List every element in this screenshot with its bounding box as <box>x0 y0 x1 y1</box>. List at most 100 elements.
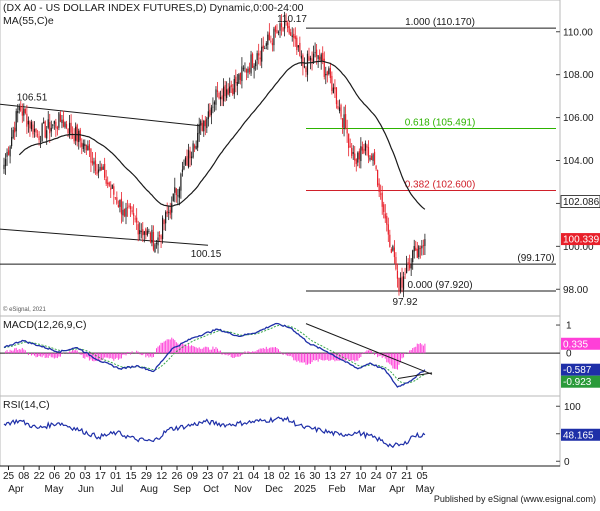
price-bar-body <box>97 169 100 173</box>
price-bar-body <box>58 112 60 128</box>
price-bar-body <box>285 20 287 22</box>
price-bar-body <box>369 157 371 160</box>
price-bar-body <box>67 128 69 134</box>
price-bar-body <box>404 273 406 275</box>
price-bar-body <box>85 144 87 151</box>
price-bar-body <box>259 57 261 60</box>
price-bar-body <box>27 120 29 125</box>
price-bar-body <box>319 56 321 60</box>
price-bar-body <box>340 105 342 117</box>
price-bar-body <box>218 92 220 99</box>
price-bar-body <box>140 231 142 232</box>
price-bar-body <box>136 217 138 223</box>
price-bar-body <box>280 23 283 28</box>
price-bar-body <box>99 166 101 171</box>
price-bar-body <box>258 53 260 56</box>
price-bar-body <box>76 124 78 142</box>
price-bar-body <box>226 89 228 98</box>
rsi-axis-label: 100 <box>564 402 581 413</box>
price-bar-body <box>245 68 248 73</box>
price-bar-body <box>93 161 95 165</box>
fib-level-label: 0.382 (102.600) <box>405 180 476 191</box>
price-bar-body <box>116 197 118 204</box>
fib-level-label: 0.618 (105.491) <box>405 118 476 129</box>
price-bar-body <box>155 243 158 244</box>
price-bar-body <box>197 132 199 148</box>
price-bar-body <box>305 67 307 73</box>
price-bar-body <box>210 107 212 116</box>
price-bar-body <box>70 122 72 133</box>
price-bar-body <box>267 34 269 45</box>
x-axis-day-label: 25 <box>3 471 15 482</box>
price-bar-body <box>296 37 298 51</box>
price-bar-body <box>370 155 373 160</box>
x-axis-day-label: 07 <box>386 471 398 482</box>
price-bar-body <box>169 209 171 215</box>
price-bar-body <box>88 144 90 151</box>
macd-trend-line <box>397 372 433 380</box>
price-bar-body <box>215 89 217 105</box>
price-bar-body <box>90 148 92 163</box>
price-bar-body <box>21 111 23 116</box>
x-axis-day-label: 07 <box>217 471 229 482</box>
price-bar-body <box>114 197 116 199</box>
rsi-panel-title: RSI(14,C) <box>3 399 50 411</box>
price-bar-body <box>306 53 309 75</box>
x-axis-day-label: 10 <box>355 471 367 482</box>
price-bar-body <box>158 235 161 237</box>
x-axis-day-label: 12 <box>156 471 168 482</box>
price-bar-body <box>277 31 280 33</box>
price-annotation: 106.51 <box>17 93 48 104</box>
x-axis-day-label: 08 <box>18 471 30 482</box>
price-bar-body <box>239 72 241 80</box>
price-bar-body <box>268 32 270 41</box>
price-bar-body <box>256 53 258 61</box>
price-bar-body <box>146 230 148 236</box>
price-bar-body <box>41 123 43 142</box>
price-bar-body <box>251 53 254 68</box>
x-axis-day-label: 06 <box>49 471 61 482</box>
price-bar-body <box>82 143 84 150</box>
price-bar-body <box>212 106 214 108</box>
price-bar-body <box>61 119 63 124</box>
macd-trend-line <box>305 323 433 375</box>
price-bar-body <box>351 147 353 156</box>
price-bar-body <box>372 154 374 161</box>
x-axis-month-label: Oct <box>203 484 219 495</box>
price-bar-body <box>110 188 112 190</box>
price-bar-body <box>168 211 170 213</box>
price-bar-body <box>242 68 245 70</box>
macd-line-value: -0.587 <box>563 365 592 376</box>
price-bar-body <box>3 164 5 170</box>
price-bar-body <box>261 46 263 62</box>
macd-histogram-value: 0.335 <box>563 339 588 350</box>
price-bar-body <box>419 248 421 250</box>
price-bar-body <box>171 203 173 213</box>
price-bar-body <box>361 146 363 151</box>
price-bar-body <box>334 87 336 90</box>
price-bar-body <box>241 66 243 82</box>
price-bar-body <box>346 128 348 134</box>
price-bar-body <box>373 151 376 165</box>
price-bar-body <box>35 128 37 133</box>
price-axis-label: 110.00 <box>563 27 593 38</box>
price-bar-body <box>131 210 133 213</box>
price-axis-label: 100.00 <box>563 242 594 253</box>
macd-line-badge <box>561 363 600 376</box>
price-bar-body <box>317 55 319 59</box>
x-axis-day-label: 24 <box>371 471 383 482</box>
price-bar-body <box>343 114 345 129</box>
price-bar-body <box>312 53 315 62</box>
macd-signal-line <box>3 324 426 384</box>
price-bar-body <box>314 52 316 54</box>
price-bar-body <box>227 88 229 95</box>
price-bar-body <box>7 150 10 155</box>
price-bar-body <box>410 264 412 269</box>
price-bar-body <box>15 111 17 132</box>
price-bar-body <box>224 84 226 97</box>
x-axis-day-label: 21 <box>401 471 413 482</box>
upper-trend-line <box>0 103 201 127</box>
x-axis-day-label: 02 <box>279 471 291 482</box>
